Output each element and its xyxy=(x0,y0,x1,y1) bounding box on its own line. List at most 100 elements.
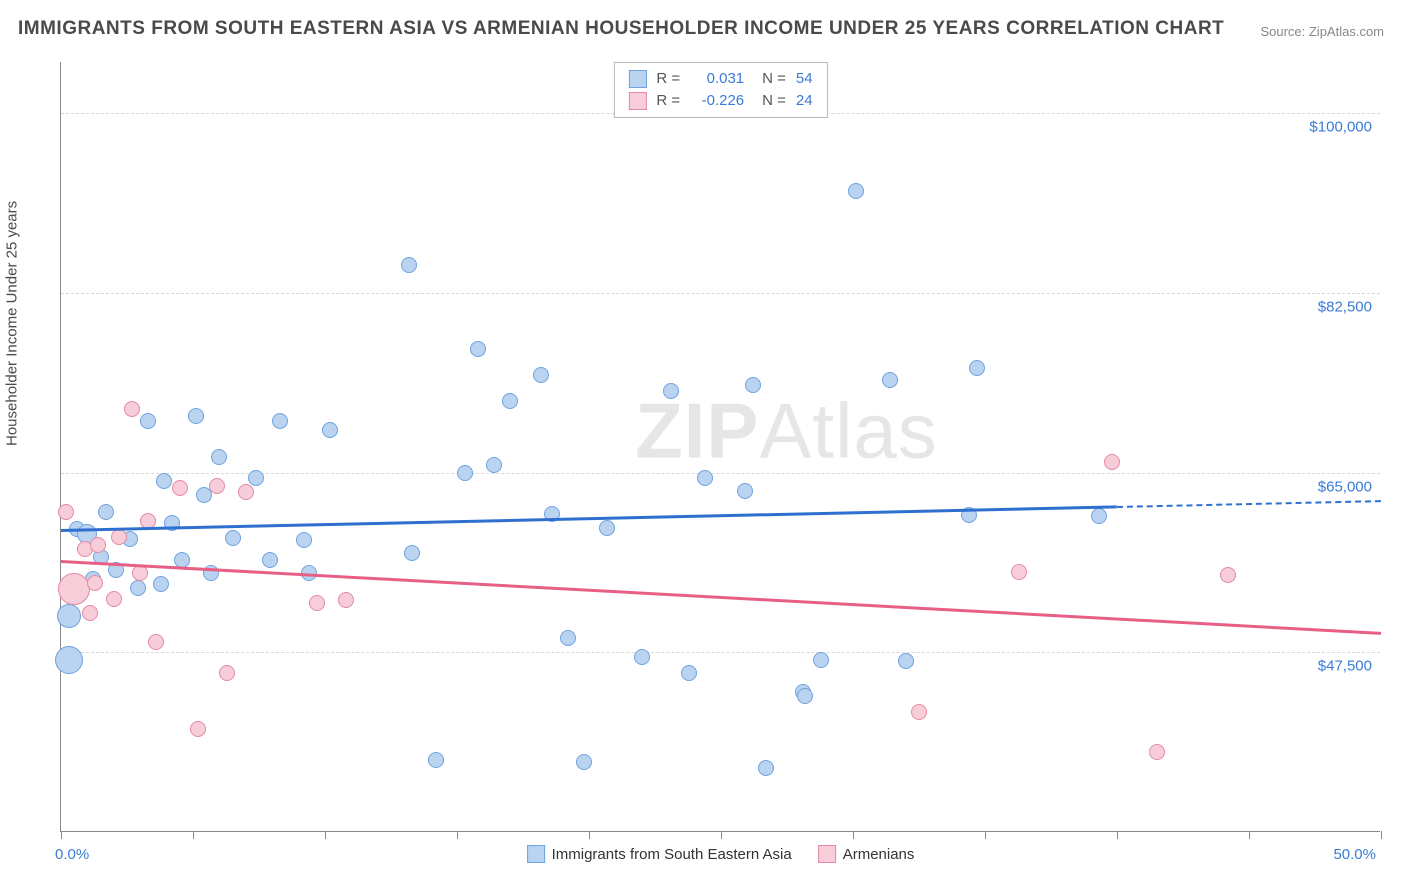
legend-swatch xyxy=(818,845,836,863)
data-point-armenians xyxy=(58,504,74,520)
data-point-immigrants xyxy=(140,413,156,429)
trend-line-immigrants xyxy=(61,506,1117,532)
n-label: N = xyxy=(762,68,786,90)
data-point-immigrants xyxy=(634,649,650,665)
data-point-immigrants xyxy=(533,367,549,383)
data-point-armenians xyxy=(338,592,354,608)
data-point-armenians xyxy=(82,605,98,621)
data-point-immigrants xyxy=(272,413,288,429)
data-point-armenians xyxy=(106,591,122,607)
data-point-immigrants xyxy=(248,470,264,486)
x-tick xyxy=(61,831,62,839)
r-label: R = xyxy=(656,68,680,90)
data-point-immigrants xyxy=(560,630,576,646)
data-point-armenians xyxy=(172,480,188,496)
data-point-immigrants xyxy=(697,470,713,486)
x-tick xyxy=(457,831,458,839)
legend-swatch xyxy=(628,92,646,110)
data-point-immigrants xyxy=(681,665,697,681)
data-point-armenians xyxy=(1011,564,1027,580)
data-point-immigrants xyxy=(322,422,338,438)
y-tick-label: $47,500 xyxy=(1318,658,1372,675)
x-tick xyxy=(853,831,854,839)
data-point-immigrants xyxy=(1091,508,1107,524)
data-point-immigrants xyxy=(153,576,169,592)
data-point-armenians xyxy=(309,595,325,611)
y-tick-label: $65,000 xyxy=(1318,478,1372,495)
legend-swatch xyxy=(628,70,646,88)
data-point-immigrants xyxy=(898,653,914,669)
data-point-armenians xyxy=(132,565,148,581)
x-tick xyxy=(325,831,326,839)
n-value: 54 xyxy=(796,68,813,90)
data-point-immigrants xyxy=(663,383,679,399)
data-point-armenians xyxy=(90,537,106,553)
n-value: 24 xyxy=(796,90,813,112)
plot-area: ZIPAtlas R =0.031N =54R =-0.226N =24 Imm… xyxy=(60,62,1380,832)
data-point-armenians xyxy=(1104,454,1120,470)
data-point-immigrants xyxy=(502,393,518,409)
data-point-immigrants xyxy=(98,504,114,520)
y-axis-title: Householder Income Under 25 years xyxy=(4,201,21,446)
x-tick xyxy=(1249,831,1250,839)
y-tick-label: $100,000 xyxy=(1309,119,1372,136)
data-point-armenians xyxy=(911,704,927,720)
y-tick-label: $82,500 xyxy=(1318,299,1372,316)
data-point-armenians xyxy=(87,575,103,591)
data-point-immigrants xyxy=(130,580,146,596)
data-point-immigrants xyxy=(156,473,172,489)
data-point-immigrants xyxy=(848,183,864,199)
legend-item: Immigrants from South Eastern Asia xyxy=(527,845,792,863)
data-point-immigrants xyxy=(296,532,312,548)
data-point-armenians xyxy=(111,529,127,545)
data-point-immigrants xyxy=(404,545,420,561)
data-point-immigrants xyxy=(262,552,278,568)
legend-stats-row: R =-0.226N =24 xyxy=(628,90,812,112)
data-point-immigrants xyxy=(457,465,473,481)
x-tick xyxy=(985,831,986,839)
data-point-immigrants xyxy=(57,604,81,628)
data-point-immigrants xyxy=(576,754,592,770)
x-tick-label: 0.0% xyxy=(55,846,89,863)
source-label: Source: ZipAtlas.com xyxy=(1260,24,1384,39)
legend-series: Immigrants from South Eastern Asia Armeni… xyxy=(527,845,915,863)
data-point-immigrants xyxy=(486,457,502,473)
watermark-rest: Atlas xyxy=(759,387,937,475)
legend-label: Armenians xyxy=(843,846,915,863)
trend-line-dash-immigrants xyxy=(1117,500,1381,508)
data-point-immigrants xyxy=(745,377,761,393)
data-point-immigrants xyxy=(225,530,241,546)
x-tick-label: 50.0% xyxy=(1333,846,1376,863)
x-tick xyxy=(1381,831,1382,839)
n-label: N = xyxy=(762,90,786,112)
watermark: ZIPAtlas xyxy=(635,386,938,477)
data-point-armenians xyxy=(209,478,225,494)
data-point-armenians xyxy=(124,401,140,417)
watermark-bold: ZIP xyxy=(635,387,759,475)
trend-line-armenians xyxy=(61,560,1381,634)
data-point-immigrants xyxy=(55,646,83,674)
data-point-armenians xyxy=(1149,744,1165,760)
data-point-immigrants xyxy=(969,360,985,376)
legend-label: Immigrants from South Eastern Asia xyxy=(552,846,792,863)
x-tick xyxy=(193,831,194,839)
x-tick xyxy=(1117,831,1118,839)
r-value: -0.226 xyxy=(690,90,744,112)
data-point-immigrants xyxy=(211,449,227,465)
data-point-immigrants xyxy=(599,520,615,536)
data-point-immigrants xyxy=(401,257,417,273)
data-point-armenians xyxy=(238,484,254,500)
gridline xyxy=(61,652,1380,653)
data-point-armenians xyxy=(148,634,164,650)
data-point-immigrants xyxy=(428,752,444,768)
legend-stats: R =0.031N =54R =-0.226N =24 xyxy=(613,62,827,118)
data-point-immigrants xyxy=(188,408,204,424)
legend-swatch xyxy=(527,845,545,863)
data-point-immigrants xyxy=(797,688,813,704)
data-point-immigrants xyxy=(737,483,753,499)
chart-title: IMMIGRANTS FROM SOUTH EASTERN ASIA VS AR… xyxy=(18,18,1224,40)
data-point-armenians xyxy=(58,573,90,605)
data-point-armenians xyxy=(1220,567,1236,583)
gridline xyxy=(61,293,1380,294)
r-value: 0.031 xyxy=(690,68,744,90)
